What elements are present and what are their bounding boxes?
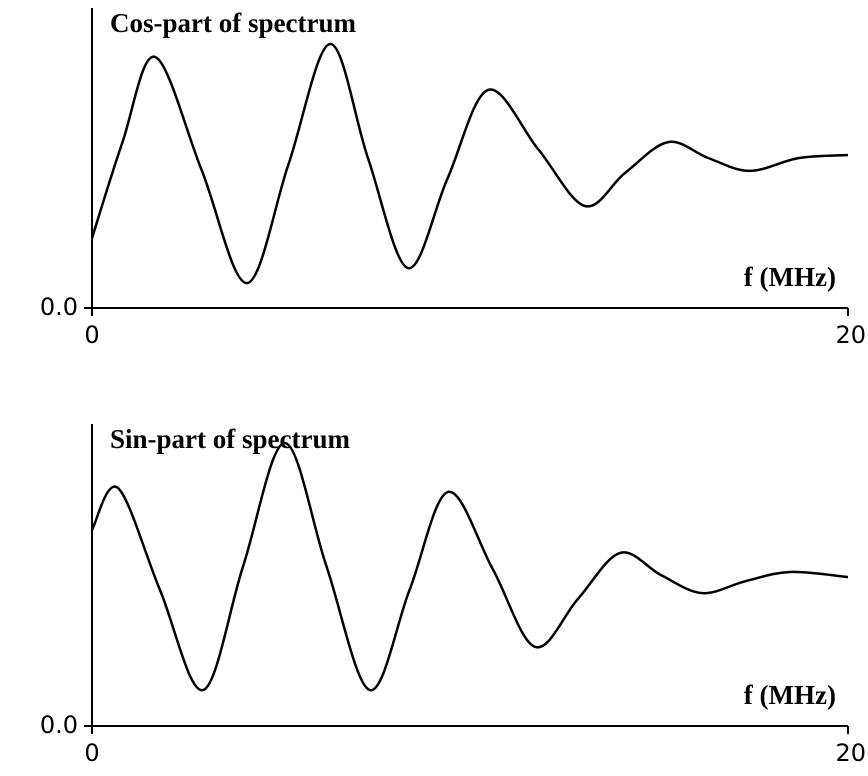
chart-title: Cos-part of spectrum	[110, 8, 356, 38]
x-tick-label: 0	[84, 739, 99, 767]
x-axis-label: f (MHz)	[744, 262, 836, 292]
x-axis-label: f (MHz)	[744, 680, 836, 710]
spectrum-line	[90, 441, 849, 692]
y-tick-label: 0.0	[40, 711, 78, 739]
y-tick-label: 0.0	[40, 293, 78, 321]
x-tick-label: 0	[84, 321, 99, 349]
x-tick-label: 20	[835, 321, 866, 349]
x-tick-label: 20	[835, 739, 866, 767]
spectrum-line	[90, 42, 849, 285]
chart-title: Sin-part of spectrum	[110, 424, 350, 454]
